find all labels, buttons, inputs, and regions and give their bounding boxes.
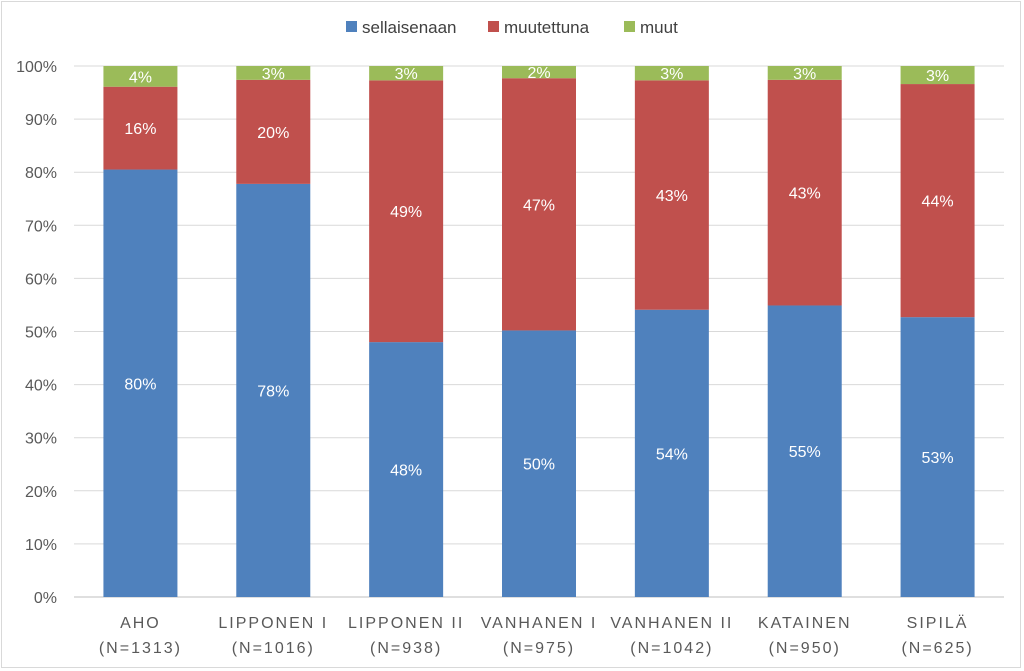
category-label: AHO: [120, 615, 161, 632]
category-count-label: (N=975): [503, 640, 575, 657]
data-label: 78%: [257, 383, 289, 400]
data-label: 54%: [656, 446, 688, 463]
y-tick-label: 100%: [16, 59, 57, 76]
data-label: 3%: [395, 66, 418, 83]
data-label: 50%: [523, 457, 555, 474]
bar-segment-muutettuna: [767, 79, 842, 306]
category-label: KATAINEN: [758, 615, 852, 632]
bar-segment-sellaisenaan: [634, 309, 709, 597]
y-tick-label: 90%: [25, 112, 57, 129]
y-tick-label: 80%: [25, 165, 57, 182]
legend-swatch: [488, 21, 499, 32]
bar-segment-muut: [502, 66, 576, 79]
data-label: 3%: [262, 66, 285, 83]
data-label: 20%: [257, 125, 289, 142]
bar-segment-muut: [767, 66, 842, 80]
data-label: 49%: [390, 204, 422, 221]
category-count-label: (N=1313): [99, 640, 182, 657]
bar-segment-muut: [900, 66, 975, 85]
category-count-label: (N=625): [901, 640, 973, 657]
data-label: 43%: [789, 186, 821, 203]
data-label: 43%: [656, 188, 688, 205]
category-count-label: (N=1016): [232, 640, 315, 657]
y-tick-label: 70%: [25, 218, 57, 235]
data-label: 80%: [124, 376, 156, 393]
legend-swatch: [624, 21, 635, 32]
legend-label: sellaisenaan: [362, 18, 457, 37]
category-label: LIPPONEN I: [218, 615, 328, 632]
data-label: 47%: [523, 197, 555, 214]
bar-segment-sellaisenaan: [103, 169, 178, 598]
bar-segment-sellaisenaan: [369, 342, 444, 597]
bar-segment-sellaisenaan: [767, 305, 842, 597]
category-label: VANHANEN I: [481, 615, 598, 632]
y-tick-label: 40%: [25, 378, 57, 395]
bar-segment-muut: [369, 66, 444, 81]
y-tick-label: 30%: [25, 431, 57, 448]
bar-segment-sellaisenaan: [502, 330, 576, 597]
bar-segment-muut: [236, 66, 311, 80]
bar-segment-muutettuna: [103, 86, 178, 170]
bar-segment-sellaisenaan: [236, 183, 311, 597]
category-count-label: (N=950): [769, 640, 841, 657]
legend-swatch: [346, 21, 357, 32]
data-label: 3%: [926, 68, 949, 85]
bar-segment-muutettuna: [369, 80, 444, 343]
legend-label: muut: [640, 18, 678, 37]
data-label: 53%: [922, 450, 954, 467]
data-label: 4%: [129, 69, 152, 86]
y-tick-label: 20%: [25, 484, 57, 501]
category-label: SIPILÄ: [907, 614, 969, 632]
bar-segment-muutettuna: [236, 79, 311, 184]
data-label: 3%: [793, 66, 816, 83]
legend-label: muutettuna: [504, 18, 590, 37]
y-tick-label: 0%: [34, 590, 57, 607]
category-count-label: (N=938): [370, 640, 442, 657]
data-label: 48%: [390, 463, 422, 480]
bar-segment-muutettuna: [502, 78, 576, 331]
bar-segment-muutettuna: [634, 80, 709, 310]
data-label: 44%: [922, 194, 954, 211]
y-tick-label: 10%: [25, 537, 57, 554]
category-label: VANHANEN II: [610, 615, 733, 632]
y-tick-label: 50%: [25, 325, 57, 342]
data-label: 16%: [124, 121, 156, 138]
category-count-label: (N=1042): [630, 640, 713, 657]
bar-segment-muut: [634, 66, 709, 81]
bar-segment-sellaisenaan: [900, 317, 975, 597]
data-label: 3%: [660, 66, 683, 83]
category-label: LIPPONEN II: [348, 615, 464, 632]
bar-segment-muut: [103, 66, 178, 87]
data-label: 55%: [789, 444, 821, 461]
y-tick-label: 60%: [25, 271, 57, 288]
bar-segment-muutettuna: [900, 84, 975, 318]
data-label: 2%: [527, 65, 550, 82]
